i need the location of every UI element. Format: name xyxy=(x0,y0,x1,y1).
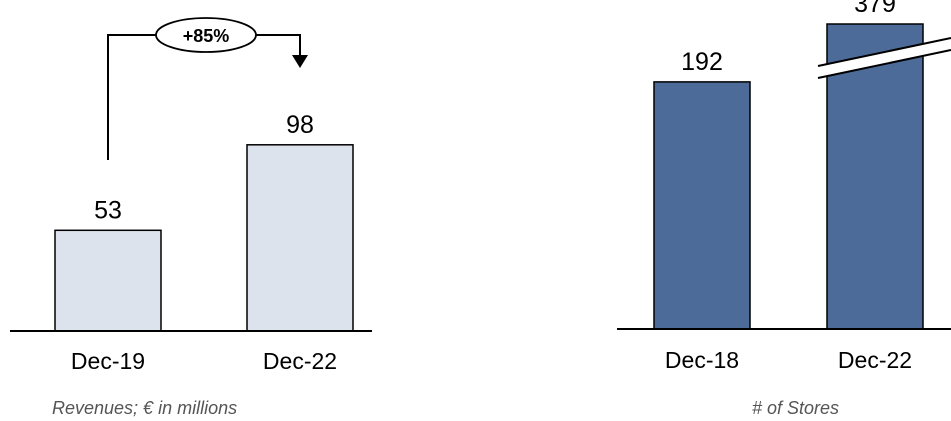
revenue-bar-dec-19 xyxy=(54,229,162,332)
growth-bubble xyxy=(155,17,257,53)
stores-chart: 192 379 Dec-18 Dec-22 xyxy=(617,0,951,373)
growth-connector-line xyxy=(107,34,301,160)
revenue-caption: Revenues; € in millions xyxy=(52,398,238,418)
stores-value-label-dec-18: 192 xyxy=(681,48,723,76)
axis-break-icon xyxy=(817,37,951,79)
revenue-category-dec-22: Dec-22 xyxy=(263,348,337,374)
growth-annotation: +85% xyxy=(183,26,230,46)
stores-caption: # of Stores xyxy=(752,398,840,418)
stores-category-dec-18: Dec-18 xyxy=(665,347,739,373)
revenue-value-label-dec-22: 98 xyxy=(286,111,314,139)
revenue-chart: 53 98 Dec-19 Dec-22 +85% xyxy=(10,17,372,374)
stores-bar-dec-18 xyxy=(653,81,751,330)
stores-value-label-dec-22: 379 xyxy=(854,0,896,18)
revenue-value-label-dec-19: 53 xyxy=(94,196,122,224)
growth-arrowhead-icon xyxy=(292,55,308,68)
revenue-bar-dec-22 xyxy=(246,144,354,332)
stores-category-dec-22: Dec-22 xyxy=(838,347,912,373)
stores-bar-dec-22 xyxy=(826,23,924,330)
revenue-category-dec-19: Dec-19 xyxy=(71,348,145,374)
